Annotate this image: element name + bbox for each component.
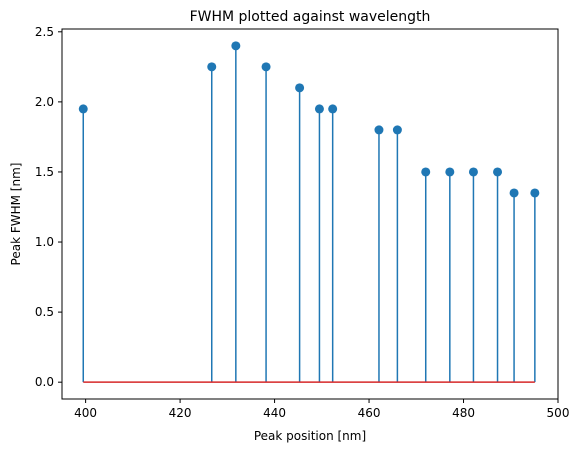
stem-marker bbox=[374, 125, 384, 135]
stem-marker bbox=[493, 167, 503, 177]
stem-marker bbox=[207, 62, 217, 72]
stem-marker bbox=[421, 167, 431, 177]
x-tick-label: 440 bbox=[263, 406, 286, 420]
stem-marker bbox=[445, 167, 455, 177]
x-tick-label: 500 bbox=[547, 406, 570, 420]
stem-marker bbox=[231, 41, 241, 51]
y-tick-label: 0.5 bbox=[35, 305, 54, 319]
x-tick-label: 400 bbox=[74, 406, 97, 420]
stem-marker bbox=[295, 83, 305, 93]
x-tick-label: 420 bbox=[169, 406, 192, 420]
plot-frame bbox=[61, 28, 559, 400]
y-axis-ticks: 0.0 0.5 1.0 1.5 2.0 2.5 bbox=[35, 25, 62, 389]
y-tick-label: 2.5 bbox=[35, 25, 54, 39]
stem-marker bbox=[530, 188, 540, 198]
y-tick-label: 1.5 bbox=[35, 165, 54, 179]
stem-marker bbox=[509, 188, 519, 198]
stem-marker bbox=[261, 62, 271, 72]
stem-marker bbox=[328, 104, 338, 114]
stem-marker bbox=[314, 104, 324, 114]
x-tick-label: 460 bbox=[358, 406, 381, 420]
y-axis-label: Peak FWHM [nm] bbox=[9, 163, 23, 266]
x-axis-label: Peak position [nm] bbox=[254, 429, 366, 443]
stem-marker bbox=[392, 125, 402, 135]
x-tick-label: 480 bbox=[452, 406, 475, 420]
y-tick-label: 0.0 bbox=[35, 375, 54, 389]
y-tick-label: 1.0 bbox=[35, 235, 54, 249]
plot-marks bbox=[78, 41, 540, 383]
stem-marker bbox=[468, 167, 478, 177]
x-axis-ticks: 400 420 440 460 480 500 bbox=[74, 399, 569, 420]
stem-marker bbox=[78, 104, 88, 114]
y-tick-label: 2.0 bbox=[35, 95, 54, 109]
chart-title: FWHM plotted against wavelength bbox=[190, 9, 431, 25]
